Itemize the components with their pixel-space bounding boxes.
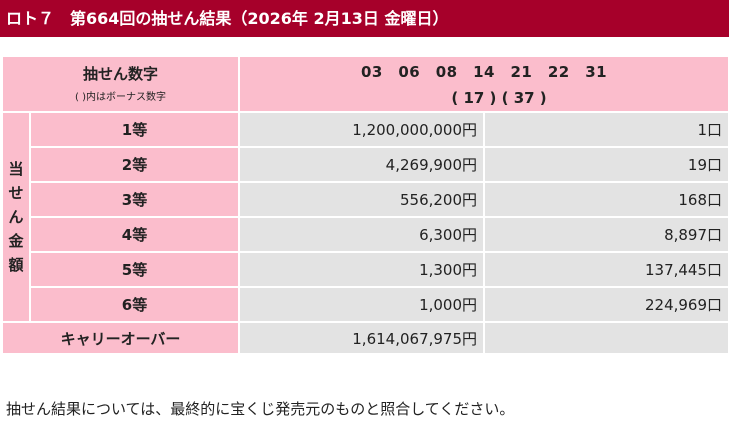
winning-numbers-cell: 03 06 08 14 21 22 31 ( 17 ) ( 37 ) [240, 57, 729, 111]
carryover-empty-cell [485, 323, 729, 353]
prize-rank: 1等 [31, 113, 239, 146]
prize-rank: 3等 [31, 183, 239, 216]
winner-count: 224,969口 [485, 288, 729, 321]
prize-row: 4等 6,300円 8,897口 [3, 218, 729, 251]
results-table: 抽せん数字 ( )内はボーナス数字 03 06 08 14 21 22 31 (… [1, 55, 729, 355]
prize-amount: 556,200円 [240, 183, 484, 216]
winning-numbers-label-cell: 抽せん数字 ( )内はボーナス数字 [3, 57, 239, 111]
winner-count: 1口 [485, 113, 729, 146]
prize-section-char: せ [8, 184, 24, 202]
prize-row: 2等 4,269,900円 19口 [3, 148, 729, 181]
prize-section-char: ん [8, 208, 24, 226]
results-title: ロト７ 第664回の抽せん結果（2026年 2月13日 金曜日） [0, 0, 729, 37]
carryover-label: キャリーオーバー [3, 323, 239, 353]
prize-rank: 4等 [31, 218, 239, 251]
prize-section-char: 当 [8, 160, 24, 178]
prize-row: 当 せ ん 金 額 1等 1,200,000,000円 1口 [3, 113, 729, 321]
winning-numbers-label: 抽せん数字 [83, 65, 159, 83]
winning-numbers-row: 抽せん数字 ( )内はボーナス数字 03 06 08 14 21 22 31 (… [3, 57, 729, 111]
prize-section-char: 金 [8, 232, 24, 250]
prize-rank: 6等 [31, 288, 239, 321]
prize-row: 3等 556,200円 168口 [3, 183, 729, 216]
verification-note: 抽せん結果については、最終的に宝くじ発売元のものと照合してください。 [6, 400, 515, 418]
bonus-note: ( )内はボーナス数字 [75, 92, 166, 103]
main-numbers: 03 06 08 14 21 22 31 [360, 63, 608, 81]
winner-count: 8,897口 [485, 218, 729, 251]
prize-amount: 1,300円 [240, 253, 484, 286]
prize-section-label: 当 せ ん 金 額 [3, 113, 29, 321]
carryover-amount: 1,614,067,975円 [240, 323, 484, 353]
prize-row: 5等 1,300円 137,445口 [3, 253, 729, 286]
carryover-row: キャリーオーバー 1,614,067,975円 [3, 323, 729, 353]
prize-amount: 6,300円 [240, 218, 484, 251]
bonus-numbers: ( 17 ) ( 37 ) [451, 89, 547, 107]
winner-count: 19口 [485, 148, 729, 181]
prize-rank: 2等 [31, 148, 239, 181]
prize-amount: 4,269,900円 [240, 148, 484, 181]
prize-amount: 1,200,000,000円 [240, 113, 484, 146]
winner-count: 137,445口 [485, 253, 729, 286]
prize-rank: 5等 [31, 253, 239, 286]
winner-count: 168口 [485, 183, 729, 216]
prize-row: 6等 1,000円 224,969口 [3, 288, 729, 321]
prize-amount: 1,000円 [240, 288, 484, 321]
prize-section-char: 額 [8, 256, 24, 274]
